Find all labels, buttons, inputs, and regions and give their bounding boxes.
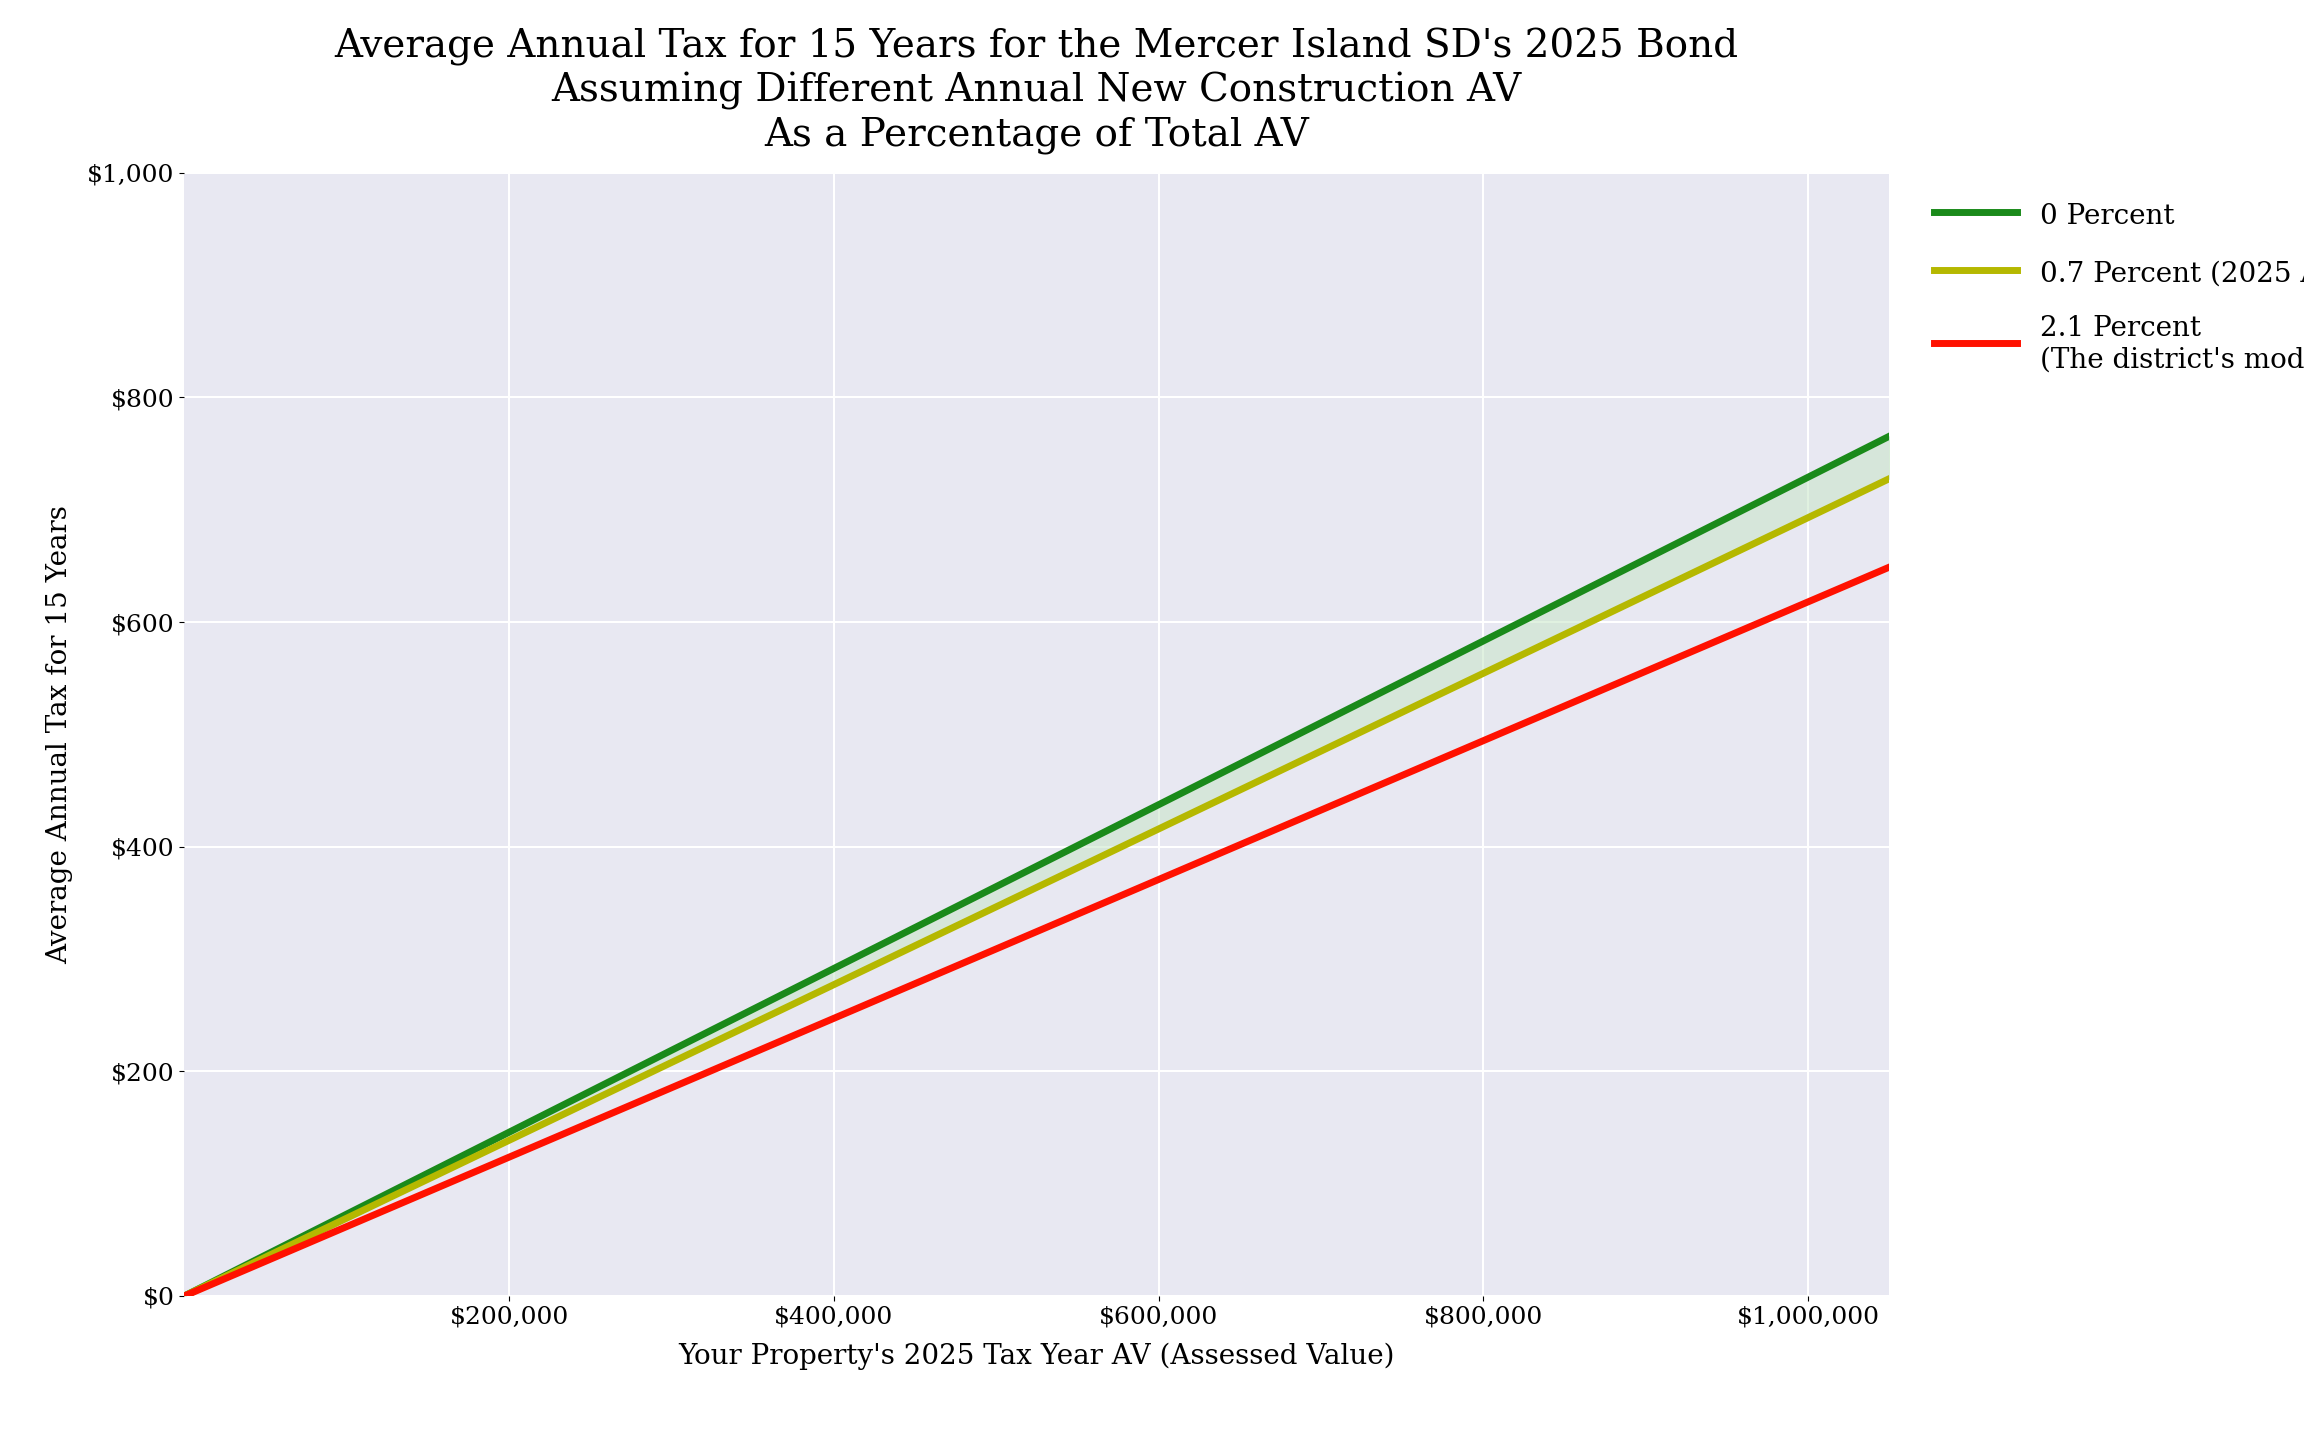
2.1 Percent
(The district's model)	[991, 937, 1018, 955]
Title: Average Annual Tax for 15 Years for the Mercer Island SD's 2025 Bond
Assuming Di: Average Annual Tax for 15 Years for the …	[334, 29, 1740, 154]
0.7 Percent (2025 Amount)	[1569, 618, 1597, 635]
0 Percent	[170, 1287, 198, 1305]
0 Percent	[1875, 428, 1903, 445]
Line: 2.1 Percent
(The district's model): 2.1 Percent (The district's model)	[184, 567, 1889, 1296]
Y-axis label: Average Annual Tax for 15 Years: Average Annual Tax for 15 Years	[46, 505, 74, 963]
2.1 Percent
(The district's model)	[979, 942, 1007, 959]
2.1 Percent
(The district's model)	[170, 1287, 198, 1305]
2.1 Percent
(The district's model)	[1569, 690, 1597, 707]
0 Percent	[991, 874, 1018, 891]
0 Percent	[979, 878, 1007, 896]
0.7 Percent (2025 Amount)	[1092, 845, 1120, 863]
2.1 Percent
(The district's model)	[1834, 576, 1862, 593]
Line: 0 Percent: 0 Percent	[184, 436, 1889, 1296]
0.7 Percent (2025 Amount)	[1184, 801, 1212, 818]
0.7 Percent (2025 Amount)	[1834, 490, 1862, 507]
2.1 Percent
(The district's model)	[1092, 893, 1120, 910]
0.7 Percent (2025 Amount)	[991, 894, 1018, 912]
X-axis label: Your Property's 2025 Tax Year AV (Assessed Value): Your Property's 2025 Tax Year AV (Assess…	[680, 1342, 1394, 1369]
0 Percent	[1092, 822, 1120, 840]
2.1 Percent
(The district's model)	[1875, 559, 1903, 576]
0 Percent	[1184, 776, 1212, 793]
0 Percent	[1834, 448, 1862, 465]
0.7 Percent (2025 Amount)	[170, 1287, 198, 1305]
Legend: 0 Percent, 0.7 Percent (2025 Amount), 2.1 Percent
(The district's model): 0 Percent, 0.7 Percent (2025 Amount), 2.…	[1919, 187, 2304, 387]
0.7 Percent (2025 Amount)	[979, 899, 1007, 916]
Line: 0.7 Percent (2025 Amount): 0.7 Percent (2025 Amount)	[184, 478, 1889, 1296]
2.1 Percent
(The district's model)	[1184, 854, 1212, 871]
0.7 Percent (2025 Amount)	[1875, 469, 1903, 487]
0 Percent	[1569, 583, 1597, 600]
